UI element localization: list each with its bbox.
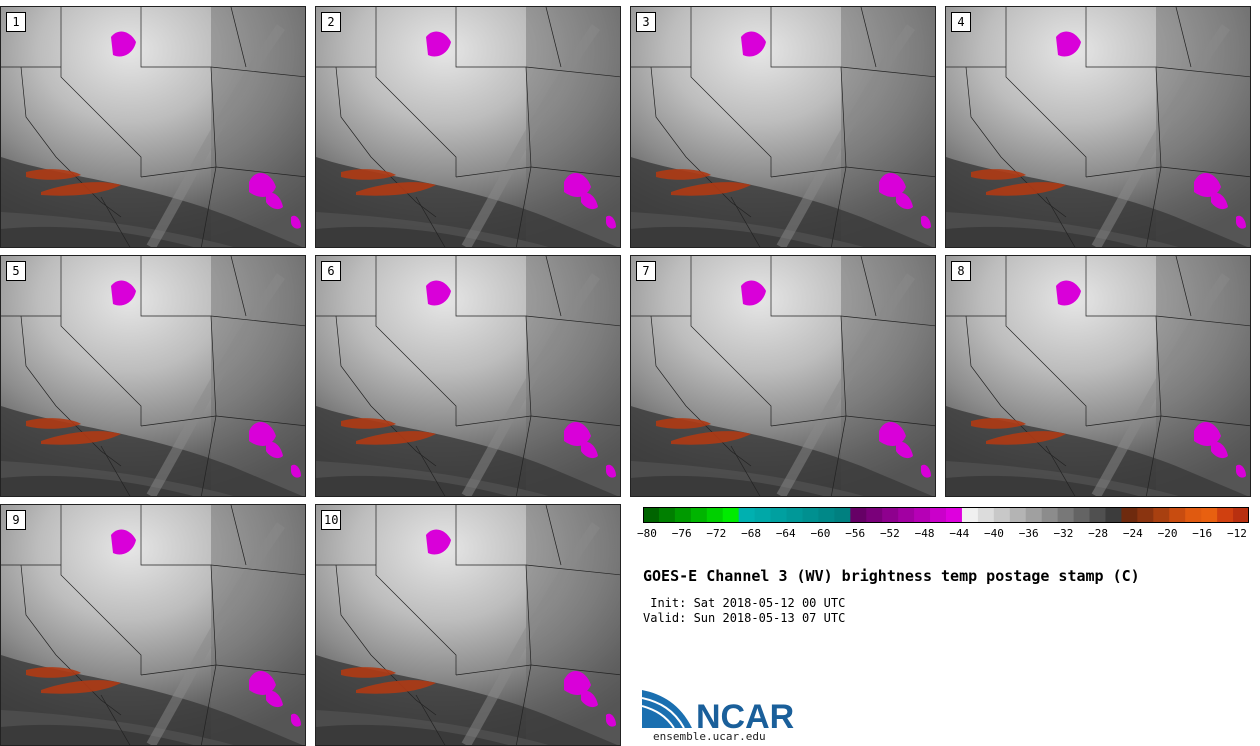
init-time: Init: Sat 2018-05-12 00 UTC xyxy=(643,596,846,610)
colorbar-swatch xyxy=(1009,507,1027,523)
colorbar-tick-label: −64 xyxy=(775,527,796,540)
colorbar-swatch xyxy=(770,507,788,523)
ncar-logo: NCAR xyxy=(642,690,794,732)
colorbar-swatch xyxy=(914,507,931,523)
colorbar-swatch xyxy=(706,507,724,523)
colorbar-tick-label: −16 xyxy=(1192,527,1213,540)
colorbar-swatch xyxy=(802,507,819,523)
colorbar-swatch xyxy=(818,507,835,523)
colorbar-tick-label: −68 xyxy=(741,527,761,540)
colorbar-tick-label: −48 xyxy=(914,527,935,540)
colorbar-swatch xyxy=(643,507,660,523)
colorbar-swatch xyxy=(930,507,947,523)
colorbar-swatch xyxy=(786,507,803,523)
panel-number: 6 xyxy=(321,261,341,281)
colorbar-tick-label: −56 xyxy=(845,527,866,540)
colorbar-tick-label: −12 xyxy=(1227,527,1247,540)
postage-stamp-panel: 9 xyxy=(0,504,306,746)
postage-stamp-panel: 8 xyxy=(945,255,1251,497)
postage-stamp-panel: 1 xyxy=(0,6,306,248)
colorbar-swatch xyxy=(1057,507,1075,523)
brightness-temp-map xyxy=(316,256,620,496)
logo-text: NCAR xyxy=(696,698,794,732)
colorbar-tick-label: −20 xyxy=(1157,527,1178,540)
colorbar-tick-label: −28 xyxy=(1088,527,1109,540)
colorbar-swatch xyxy=(866,507,883,523)
panel-number: 10 xyxy=(321,510,342,530)
colorbar-swatch xyxy=(1233,507,1249,523)
colorbar-tick-label: −80 xyxy=(637,527,657,540)
colorbar-swatch xyxy=(1121,507,1138,523)
panel-number: 5 xyxy=(6,261,26,281)
brightness-temp-map xyxy=(946,7,1250,247)
colorbar-swatch xyxy=(834,507,851,523)
colorbar-swatch xyxy=(993,507,1011,523)
colorbar-tick-label: −60 xyxy=(810,527,831,540)
colorbar-tick-label: −72 xyxy=(706,527,727,540)
colorbar-swatch xyxy=(1041,507,1059,523)
colorbar-swatch xyxy=(961,507,979,523)
colorbar-tick-label: −24 xyxy=(1122,527,1143,540)
colorbar-swatch xyxy=(674,507,692,523)
colorbar-swatch xyxy=(1089,507,1106,523)
postage-stamp-panel: 6 xyxy=(315,255,621,497)
brightness-temp-map xyxy=(631,256,935,496)
panel-number: 4 xyxy=(951,12,971,32)
colorbar-swatch xyxy=(1185,507,1202,523)
brightness-temp-map xyxy=(631,7,935,247)
colorbar-swatch xyxy=(1217,507,1234,523)
colorbar-swatch xyxy=(1025,507,1043,523)
brightness-temp-map xyxy=(946,256,1250,496)
colorbar-swatch xyxy=(658,507,676,523)
postage-stamp-panel: 3 xyxy=(630,6,936,248)
postage-stamp-panel: 4 xyxy=(945,6,1251,248)
colorbar-swatch xyxy=(898,507,915,523)
brightness-temp-map xyxy=(1,505,305,745)
figure-title: GOES-E Channel 3 (WV) brightness temp po… xyxy=(643,567,1140,585)
colorbar-swatch xyxy=(754,507,772,523)
postage-stamp-panel: 2 xyxy=(315,6,621,248)
colorbar-tick-label: −52 xyxy=(879,527,900,540)
colorbar-swatch xyxy=(882,507,899,523)
panel-number: 7 xyxy=(636,261,656,281)
colorbar-swatch xyxy=(977,507,995,523)
panel-number: 2 xyxy=(321,12,341,32)
colorbar-tick-label: −36 xyxy=(1018,527,1039,540)
valid-time: Valid: Sun 2018-05-13 07 UTC xyxy=(643,611,846,625)
postage-stamp-panel: 7 xyxy=(630,255,936,497)
colorbar-frame xyxy=(643,507,1249,523)
panel-number: 8 xyxy=(951,261,971,281)
panel-number: 9 xyxy=(6,510,26,530)
brightness-temp-map xyxy=(1,7,305,247)
colorbar-tick-label: −40 xyxy=(984,527,1004,540)
footer-url: ensemble.ucar.edu xyxy=(653,730,766,743)
panel-number: 3 xyxy=(636,12,656,32)
postage-stamp-panel: 10 xyxy=(315,504,621,746)
panel-number: 1 xyxy=(6,12,26,32)
colorbar-swatch xyxy=(1169,507,1186,523)
colorbar-swatch xyxy=(738,507,756,523)
brightness-temp-map xyxy=(1,256,305,496)
colorbar-tick-label: −32 xyxy=(1053,527,1074,540)
colorbar-swatch xyxy=(1137,507,1154,523)
brightness-temp-map xyxy=(316,7,620,247)
colorbar-swatch xyxy=(1153,507,1170,523)
colorbar-swatch xyxy=(1073,507,1091,523)
colorbar-ticks: −80 −76 −72 −68 −64 −60 −56 −52 −48 −44 −40 −36 −32 −… xyxy=(637,523,1249,543)
colorbar-tick-label: −76 xyxy=(671,527,692,540)
colorbar-swatch xyxy=(946,507,963,523)
colorbar-swatch xyxy=(1201,507,1218,523)
colorbar xyxy=(643,507,1249,523)
colorbar-tick-label: −44 xyxy=(949,527,970,540)
postage-stamp-panel: 5 xyxy=(0,255,306,497)
colorbar-swatch xyxy=(1105,507,1122,523)
colorbar-swatch xyxy=(850,507,867,523)
colorbar-swatch xyxy=(690,507,708,523)
brightness-temp-map xyxy=(316,505,620,745)
colorbar-swatch xyxy=(722,507,740,523)
